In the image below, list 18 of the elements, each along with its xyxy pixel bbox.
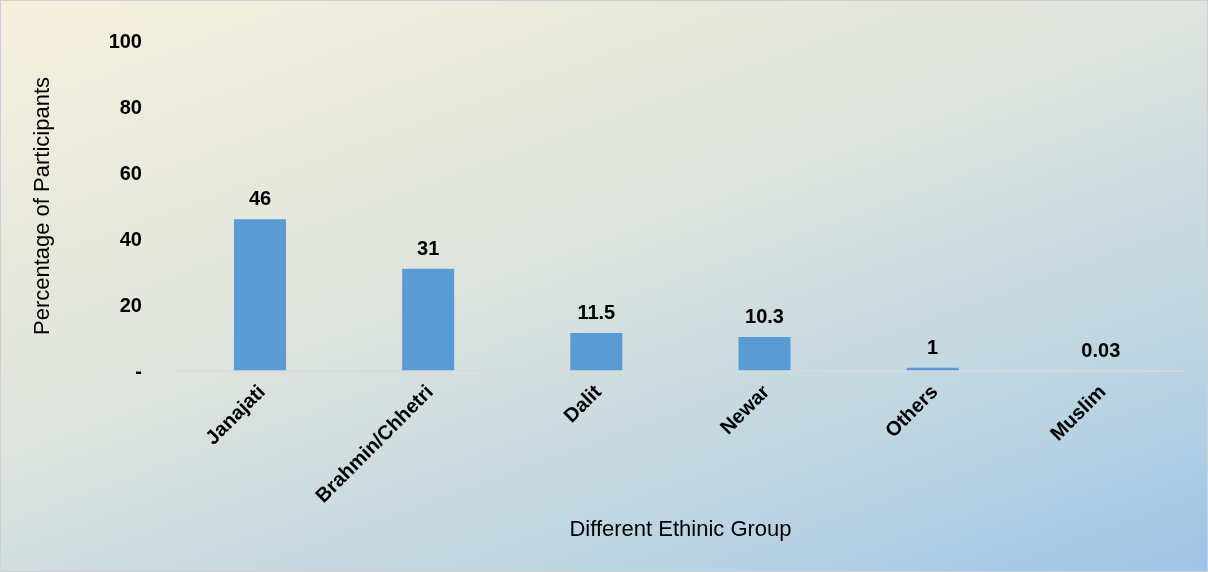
y-tick-label: 100 (108, 30, 142, 53)
data-label: 10.3 (745, 305, 784, 328)
y-tick-label: 60 (119, 162, 142, 185)
y-tick-label: 20 (119, 294, 142, 317)
data-label: 1 (927, 335, 939, 358)
data-label: 46 (248, 187, 272, 210)
bar (738, 337, 791, 371)
y-axis-title: Percentage of Participants (28, 76, 54, 336)
y-tick-label: 80 (119, 96, 142, 119)
y-tick-label: 40 (119, 228, 142, 251)
bar (570, 333, 623, 371)
data-label: 11.5 (577, 301, 616, 324)
bar (402, 268, 455, 371)
bar (234, 219, 286, 371)
data-label: 0.03 (1081, 338, 1121, 361)
y-tick-label: - (135, 360, 142, 383)
x-axis-title: Different Ethinic Group (569, 516, 792, 541)
data-label: 31 (417, 236, 440, 259)
